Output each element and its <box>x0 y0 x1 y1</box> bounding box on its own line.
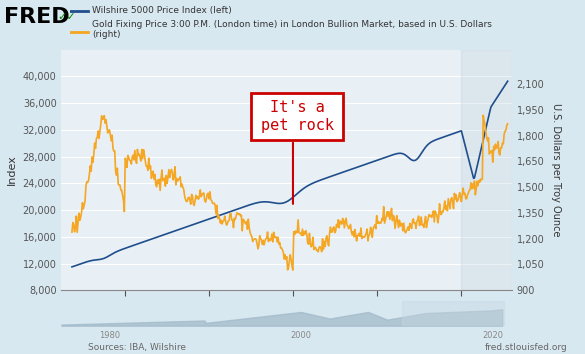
Text: Wilshire 5000 Price Index (left): Wilshire 5000 Price Index (left) <box>92 6 232 15</box>
FancyBboxPatch shape <box>251 93 343 140</box>
Text: It's a
pet rock: It's a pet rock <box>261 100 333 133</box>
Text: Gold Fixing Price 3:00 P.M. (London time) in London Bullion Market, based in U.S: Gold Fixing Price 3:00 P.M. (London time… <box>92 20 492 39</box>
Text: fred.stlouisfed.org: fred.stlouisfed.org <box>485 343 567 353</box>
Text: ✓✓: ✓✓ <box>57 12 76 22</box>
Bar <box>402 301 504 326</box>
Text: FRED: FRED <box>4 7 70 27</box>
Y-axis label: Index: Index <box>7 155 17 185</box>
Bar <box>462 50 512 290</box>
Text: Sources: IBA, Wilshire: Sources: IBA, Wilshire <box>88 343 186 353</box>
Y-axis label: U.S. Dollars per Troy Ounce: U.S. Dollars per Troy Ounce <box>551 103 561 237</box>
